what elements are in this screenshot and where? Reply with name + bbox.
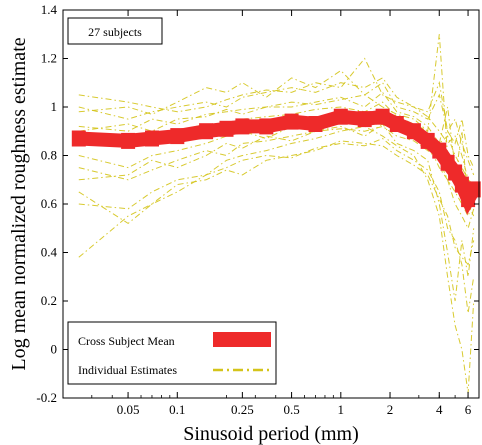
- individual-estimate-line: [78, 77, 475, 176]
- y-axis-label: Log mean normalized roughness estimate: [8, 37, 30, 370]
- mean-point: [333, 108, 348, 125]
- x-axis-label: Sinusoid period (mm): [183, 423, 359, 445]
- legend-label-individual: Individual Estimates: [78, 363, 177, 377]
- mean-point: [420, 132, 435, 149]
- mean-point: [71, 130, 86, 147]
- mean-point: [466, 181, 481, 198]
- mean-point: [406, 123, 421, 140]
- mean-point: [375, 108, 390, 125]
- y-tick-label: 1: [51, 99, 58, 114]
- annotation-text: 27 subjects: [88, 25, 142, 39]
- mean-point: [448, 164, 463, 181]
- y-tick-label: 0.2: [41, 293, 57, 308]
- mean-point: [199, 123, 214, 140]
- individual-estimate-line: [78, 125, 475, 230]
- individual-estimate-line: [78, 125, 475, 394]
- mean-point: [357, 111, 372, 128]
- x-tick-label: 2: [387, 402, 394, 417]
- legend-swatch-mean: [213, 332, 271, 347]
- annotation-frame: [67, 17, 163, 45]
- y-tick-label: -0.2: [36, 390, 57, 405]
- x-tick-label: 0.5: [283, 402, 299, 417]
- y-tick-label: 0.6: [41, 196, 58, 211]
- individual-estimate-line: [78, 137, 475, 314]
- x-tick-label: 0.05: [117, 402, 140, 417]
- series-layer: [71, 34, 481, 394]
- mean-point: [259, 118, 274, 135]
- mean-point: [235, 118, 250, 135]
- mean-point: [219, 120, 234, 137]
- mean-point: [454, 176, 469, 193]
- legend-label-mean: Cross Subject Mean: [78, 334, 175, 348]
- y-tick-label: 0.8: [41, 148, 57, 163]
- x-tick-label: 0.1: [169, 402, 185, 417]
- mean-point: [432, 142, 447, 159]
- individual-estimate-line: [78, 140, 475, 266]
- individual-estimate-line: [78, 91, 475, 195]
- mean-point: [121, 132, 136, 149]
- axes-layer: -0.2 0 0.2 0.4 0.6 0.8 1 1.2 1.4 0.05 0.1 0.25 0.5 1 2…: [36, 2, 479, 417]
- y-tick-label: 0.4: [41, 245, 58, 260]
- annotation-box: 27 subjects: [67, 17, 163, 45]
- y-tick-label: 1.4: [41, 2, 58, 17]
- x-tick-label: 6: [465, 402, 472, 417]
- x-tick-label: 1: [338, 402, 345, 417]
- individual-estimate-line: [78, 123, 475, 302]
- legend: Cross Subject Mean Individual Estimates: [67, 321, 277, 385]
- mean-point: [145, 130, 159, 147]
- mean-point: [284, 113, 299, 130]
- mean-point: [389, 116, 404, 132]
- mean-point: [170, 128, 185, 145]
- x-tick-label: 4: [436, 402, 443, 417]
- x-tick-label: 0.25: [231, 402, 254, 417]
- individual-estimate-line: [78, 101, 475, 205]
- mean-point: [308, 116, 323, 132]
- y-tick-label: 1.2: [41, 51, 57, 66]
- y-tick-label: 0: [51, 342, 58, 357]
